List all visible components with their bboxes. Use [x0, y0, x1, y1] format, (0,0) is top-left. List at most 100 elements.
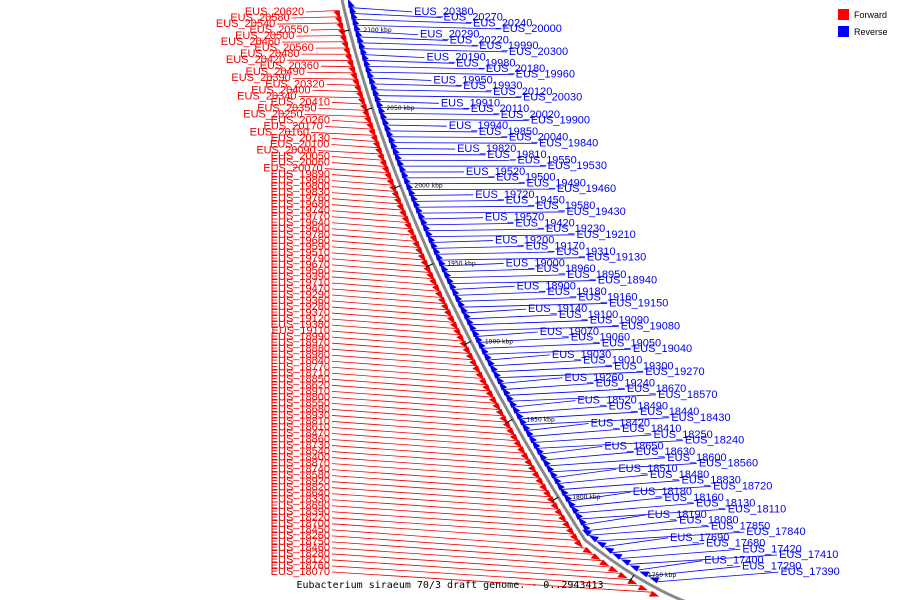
- gene-label[interactable]: EUS_19790: [271, 253, 330, 265]
- gene-label[interactable]: EUS_19040: [633, 343, 692, 355]
- gene-label[interactable]: EUS_18510: [618, 463, 677, 475]
- gene-label[interactable]: EUS_19930: [463, 80, 522, 92]
- gene-label[interactable]: EUS_19900: [531, 114, 590, 126]
- gene-label[interactable]: EUS_19940: [449, 120, 508, 132]
- gene-label[interactable]: EUS_18460: [271, 542, 330, 554]
- gene-label[interactable]: EUS_19280: [271, 301, 330, 313]
- gene-label[interactable]: EUS_19780: [271, 229, 330, 241]
- gene-label[interactable]: EUS_18700: [271, 518, 330, 530]
- gene-label[interactable]: EUS_19640: [271, 217, 330, 229]
- gene-label[interactable]: EUS_19000: [506, 257, 565, 269]
- gene-label[interactable]: EUS_18220: [271, 512, 330, 524]
- gene-label[interactable]: EUS_20340: [237, 90, 296, 102]
- gene-label[interactable]: EUS_20070: [263, 163, 322, 175]
- gene-label[interactable]: EUS_19680: [271, 199, 330, 211]
- gene-label[interactable]: EUS_20260: [271, 114, 330, 126]
- gene-label[interactable]: EUS_18800: [271, 391, 330, 403]
- gene-label[interactable]: EUS_19060: [571, 332, 630, 344]
- gene-label[interactable]: EUS_19090: [590, 315, 649, 327]
- gene-label[interactable]: EUS_20500: [235, 30, 294, 42]
- gene-label[interactable]: EUS_18710: [271, 367, 330, 379]
- gene-label[interactable]: EUS_19820: [457, 143, 516, 155]
- gene-label[interactable]: EUS_19180: [547, 286, 606, 298]
- gene-label[interactable]: EUS_20170: [263, 120, 322, 132]
- gene-label[interactable]: EUS_20300: [509, 46, 568, 58]
- gene-label[interactable]: EUS_20410: [271, 96, 330, 108]
- gene-label[interactable]: EUS_18980: [271, 349, 330, 361]
- gene-label[interactable]: EUS_18640: [271, 488, 330, 500]
- gene-label[interactable]: EUS_19240: [596, 377, 655, 389]
- gene-label[interactable]: EUS_19070: [540, 326, 599, 338]
- gene-label[interactable]: EUS_18860: [271, 434, 330, 446]
- gene-label[interactable]: EUS_20090: [256, 145, 315, 157]
- gene-label[interactable]: EUS_17290: [742, 560, 801, 572]
- gene-label[interactable]: EUS_19260: [564, 372, 623, 384]
- gene-label[interactable]: EUS_19520: [466, 166, 525, 178]
- gene-label[interactable]: EUS_20540: [216, 18, 275, 30]
- gene-label[interactable]: EUS_20130: [271, 132, 330, 144]
- gene-label[interactable]: EUS_20390: [231, 72, 290, 84]
- gene-label[interactable]: EUS_19270: [645, 366, 704, 378]
- gene-label[interactable]: EUS_20110: [471, 103, 530, 115]
- gene-label[interactable]: EUS_18490: [609, 400, 668, 412]
- gene-label[interactable]: EUS_20550: [249, 24, 308, 36]
- gene-label[interactable]: EUS_18950: [567, 269, 626, 281]
- gene-label[interactable]: EUS_18920: [271, 476, 330, 488]
- gene-label[interactable]: EUS_18420: [591, 417, 650, 429]
- gene-label[interactable]: EUS_19950: [433, 74, 492, 86]
- gene-label[interactable]: EUS_19910: [441, 97, 500, 109]
- gene-label[interactable]: EUS_18260: [271, 530, 330, 542]
- gene-label[interactable]: EUS_20270: [444, 12, 503, 24]
- gene-label[interactable]: EUS_18400: [271, 452, 330, 464]
- gene-label[interactable]: EUS_18180: [633, 486, 692, 498]
- gene-label[interactable]: EUS_19760: [271, 193, 330, 205]
- gene-label[interactable]: EUS_19360: [271, 295, 330, 307]
- gene-label[interactable]: EUS_18480: [650, 469, 709, 481]
- gene-label[interactable]: EUS_20250: [243, 108, 302, 120]
- gene-label[interactable]: EUS_18960: [536, 263, 595, 275]
- gene-label[interactable]: EUS_18810: [271, 415, 330, 427]
- gene-label[interactable]: EUS_20290: [420, 29, 479, 41]
- gene-label[interactable]: EUS_18880: [271, 343, 330, 355]
- gene-label[interactable]: EUS_20050: [271, 151, 330, 163]
- gene-label[interactable]: EUS_18680: [271, 403, 330, 415]
- gene-label[interactable]: EUS_20460: [221, 36, 280, 48]
- gene-label[interactable]: EUS_19300: [614, 360, 673, 372]
- gene-label[interactable]: EUS_18730: [271, 440, 330, 452]
- gene-label[interactable]: EUS_18120: [271, 554, 330, 566]
- gene-label[interactable]: EUS_19550: [517, 155, 576, 167]
- gene-label[interactable]: EUS_19010: [583, 355, 642, 367]
- gene-label[interactable]: EUS_19460: [557, 183, 616, 195]
- gene-label[interactable]: EUS_18990: [271, 331, 330, 343]
- gene-label[interactable]: EUS_18930: [271, 409, 330, 421]
- gene-label[interactable]: EUS_19800: [271, 181, 330, 193]
- gene-label[interactable]: EUS_19770: [271, 211, 330, 223]
- gene-label[interactable]: EUS_17390: [780, 566, 839, 578]
- gene-label[interactable]: EUS_19570: [485, 212, 544, 224]
- gene-label[interactable]: EUS_18900: [517, 280, 576, 292]
- gene-label[interactable]: EUS_20320: [265, 78, 324, 90]
- gene-label[interactable]: EUS_19130: [587, 252, 646, 264]
- gene-label[interactable]: EUS_19110: [271, 325, 330, 337]
- gene-label[interactable]: EUS_20220: [450, 34, 509, 46]
- gene-label[interactable]: EUS_19710: [271, 277, 330, 289]
- gene-label[interactable]: EUS_19740: [271, 205, 330, 217]
- gene-label[interactable]: EUS_19890: [271, 169, 330, 181]
- gene-label[interactable]: EUS_19590: [271, 241, 330, 253]
- gene-label[interactable]: EUS_20100: [270, 138, 329, 150]
- gene-label[interactable]: EUS_19120: [271, 313, 330, 325]
- gene-label[interactable]: EUS_19990: [479, 40, 538, 52]
- gene-label[interactable]: EUS_17420: [742, 543, 801, 555]
- gene-label[interactable]: EUS_17840: [746, 526, 805, 538]
- gene-label[interactable]: EUS_18720: [713, 480, 772, 492]
- gene-label[interactable]: EUS_17680: [706, 538, 765, 550]
- gene-label[interactable]: EUS_18550: [271, 397, 330, 409]
- gene-label[interactable]: EUS_19200: [495, 235, 554, 247]
- gene-label[interactable]: EUS_18520: [577, 395, 636, 407]
- gene-label[interactable]: EUS_18600: [667, 452, 726, 464]
- gene-label[interactable]: EUS_19560: [271, 265, 330, 277]
- gene-label[interactable]: EUS_19050: [602, 337, 661, 349]
- gene-label[interactable]: EUS_20350: [257, 102, 316, 114]
- gene-label[interactable]: EUS_19720: [475, 189, 534, 201]
- gene-label[interactable]: EUS_19230: [546, 223, 605, 235]
